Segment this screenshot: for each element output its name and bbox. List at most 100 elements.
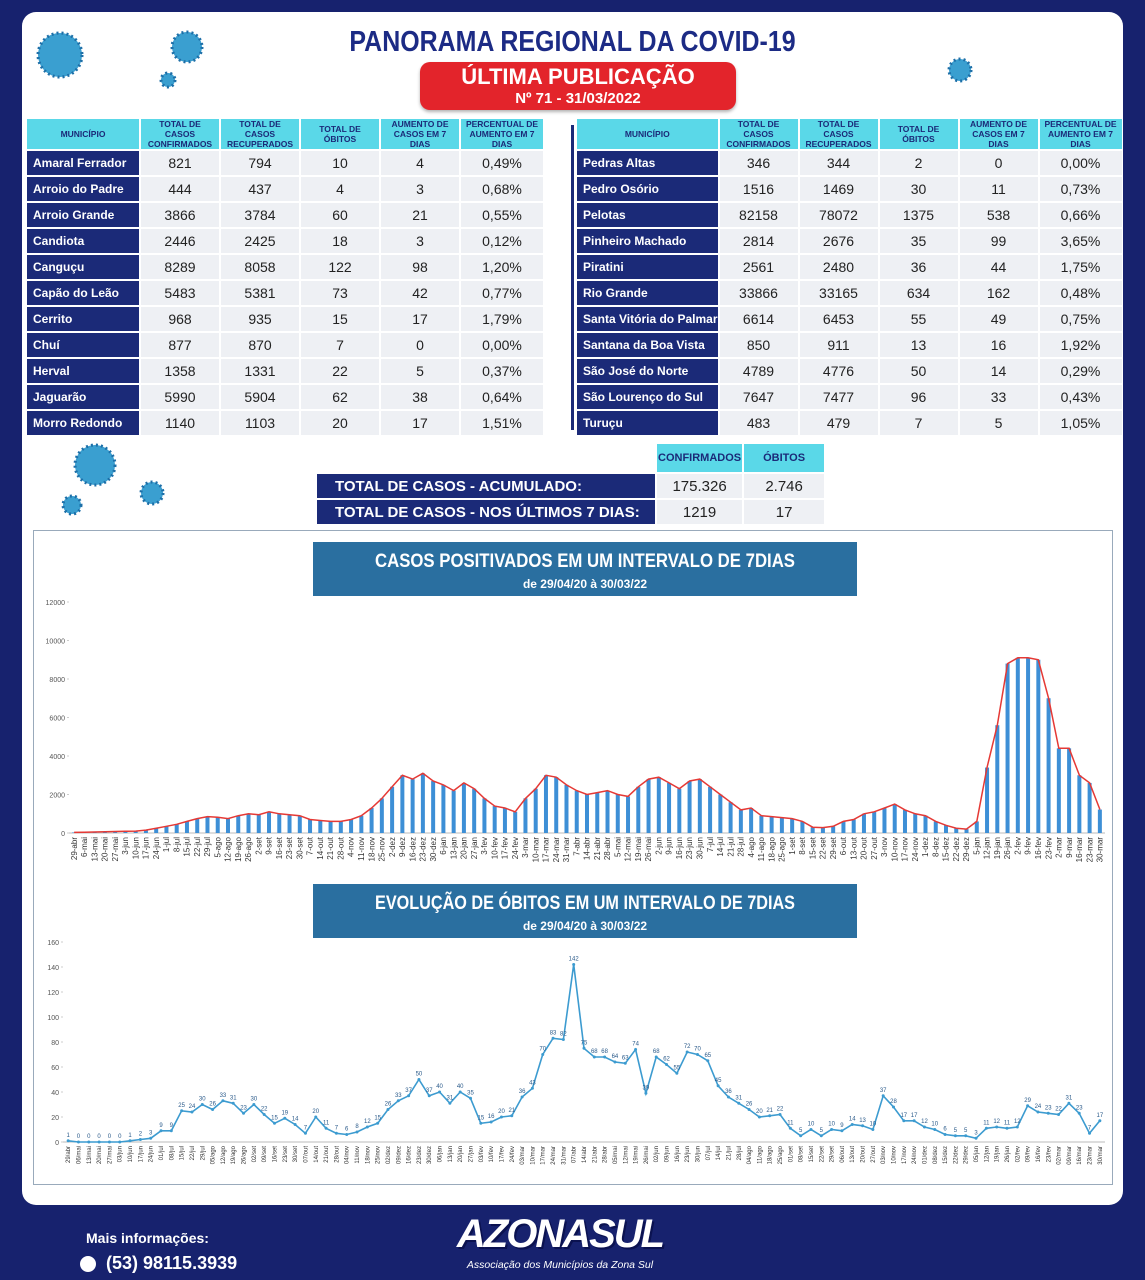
- data-label: 63: [622, 1055, 629, 1061]
- phone-icon: [80, 1256, 96, 1272]
- data-label: 36: [725, 1089, 732, 1095]
- data-label: 16: [488, 1114, 495, 1120]
- marker: [407, 1094, 411, 1098]
- marker: [107, 1140, 111, 1144]
- municipality-name: Chuí: [27, 333, 139, 357]
- x-tick-label: 17/nov: [902, 1146, 908, 1164]
- marker: [933, 1128, 937, 1131]
- bar: [133, 831, 138, 833]
- data-label: 70: [694, 1047, 701, 1053]
- marker: [747, 1108, 751, 1111]
- marker: [613, 1060, 617, 1064]
- y-tick-label: 60: [51, 1065, 59, 1072]
- marker: [489, 1120, 493, 1124]
- x-tick-label: 08/dez: [933, 1146, 939, 1164]
- bar: [708, 786, 713, 833]
- x-tick-label: 24-jun: [152, 837, 161, 859]
- table-cell: 0,00%: [1039, 151, 1122, 175]
- table-cell: 7: [301, 333, 379, 357]
- x-tick-label: 10/mar: [530, 1146, 536, 1165]
- table-row: Jaguarão 5990 5904 62 38 0,64%: [27, 385, 543, 409]
- x-tick-label: 8-dez: [931, 837, 940, 857]
- y-tick-label: 80: [51, 1040, 59, 1047]
- municipality-name: Rio Grande: [577, 281, 718, 305]
- x-tick-label: 10/jun: [128, 1146, 134, 1162]
- x-tick-label: 2-jun: [654, 837, 663, 855]
- x-tick-label: 22/set: [819, 1146, 825, 1163]
- x-tick-label: 19-jan: [993, 837, 1002, 859]
- x-tick-label: 18/nov: [365, 1146, 371, 1164]
- marker: [242, 1111, 246, 1115]
- table-cell: 7477: [799, 385, 878, 409]
- bar: [923, 815, 928, 833]
- marker: [675, 1071, 679, 1075]
- x-tick-label: 21-abr: [593, 837, 602, 860]
- data-label: 19: [281, 1110, 288, 1116]
- table-cell: 2425: [221, 229, 299, 253]
- data-label: 21: [766, 1108, 773, 1114]
- bar: [256, 814, 261, 833]
- column-header: AUMENTO DE CASOS EM 7 DIAS: [381, 119, 459, 149]
- table-cell: 1103: [221, 411, 299, 435]
- bar: [697, 779, 702, 833]
- bar: [451, 790, 456, 833]
- bar: [1015, 657, 1020, 833]
- data-label: 35: [467, 1090, 474, 1096]
- x-tick-label: 28-abr: [603, 837, 612, 860]
- y-tick-label: 8000: [49, 677, 65, 684]
- x-tick-label: 23/fev: [1046, 1146, 1052, 1162]
- marker: [592, 1055, 596, 1059]
- table-cell: 3: [381, 177, 459, 201]
- bar: [1067, 748, 1072, 833]
- marker: [149, 1136, 153, 1140]
- totals-row: TOTAL DE CASOS - ACUMULADO: 175.326 2.746: [317, 474, 825, 498]
- bar: [184, 821, 189, 833]
- data-label: 7: [335, 1125, 339, 1131]
- x-tick-label: 24/mar: [551, 1146, 557, 1165]
- x-tick-label: 10-mar: [531, 837, 540, 863]
- marker: [1036, 1110, 1040, 1114]
- marker: [355, 1130, 359, 1134]
- x-tick-label: 9-set: [265, 836, 274, 855]
- marker: [1098, 1119, 1102, 1123]
- marker: [231, 1101, 235, 1105]
- x-tick-label: 27-out: [870, 836, 879, 859]
- municipality-name: Pedras Altas: [577, 151, 718, 175]
- y-tick-label: 100: [47, 1015, 59, 1022]
- x-tick-label: 13/out: [850, 1146, 856, 1163]
- table-cell: 1331: [221, 359, 299, 383]
- table-cell: 22: [301, 359, 379, 383]
- municipality-name: Canguçu: [27, 255, 139, 279]
- marker: [118, 1140, 122, 1144]
- x-tick-label: 06/jan: [438, 1146, 444, 1162]
- marker: [87, 1140, 91, 1144]
- bar: [195, 818, 200, 833]
- bar: [359, 815, 364, 833]
- data-label: 17: [911, 1113, 918, 1119]
- table-cell: 2814: [719, 229, 798, 253]
- bar: [851, 819, 856, 833]
- table-cell: 1,92%: [1039, 333, 1122, 357]
- x-tick-label: 7-abr: [572, 837, 581, 856]
- x-tick-label: 25/ago: [778, 1145, 784, 1164]
- marker: [757, 1115, 761, 1119]
- bar: [728, 802, 733, 833]
- x-tick-label: 17/jun: [138, 1146, 144, 1162]
- table-cell: 1375: [879, 203, 958, 227]
- table-row: Pedro Osório 1516 1469 30 11 0,73%: [577, 177, 1122, 201]
- bar: [482, 798, 487, 833]
- bar: [841, 821, 846, 833]
- bar: [143, 830, 148, 833]
- x-tick-label: 06/mai: [76, 1146, 82, 1164]
- x-tick-label: 26/mai: [644, 1146, 650, 1164]
- table-row: Cerrito 968 935 15 17 1,79%: [27, 307, 543, 331]
- x-tick-label: 13/jan: [448, 1146, 454, 1162]
- decorations: [36, 30, 973, 516]
- table-cell: 444: [141, 177, 219, 201]
- marker: [541, 1053, 545, 1056]
- data-label: 43: [529, 1080, 536, 1086]
- x-tick-label: 31-mar: [562, 837, 571, 863]
- bar: [431, 781, 436, 833]
- data-label: 24: [1035, 1104, 1042, 1110]
- table-cell: 7647: [719, 385, 798, 409]
